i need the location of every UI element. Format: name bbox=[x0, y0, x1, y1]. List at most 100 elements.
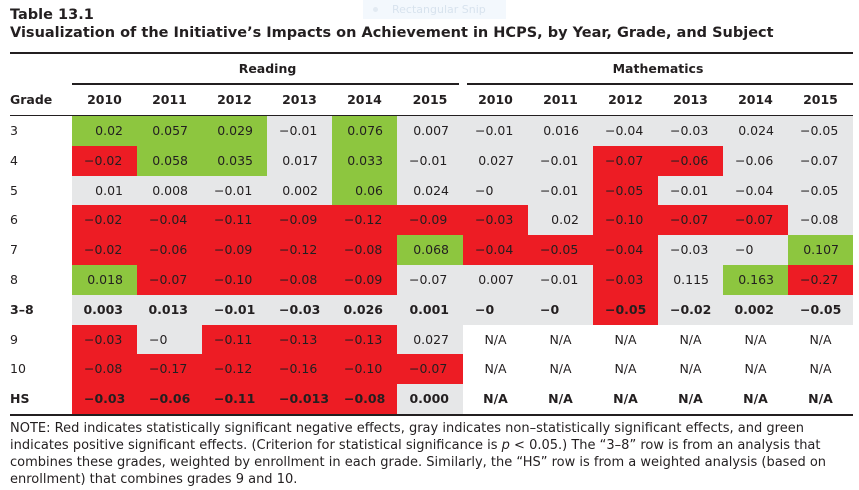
table-cell: 0.02 bbox=[72, 116, 137, 146]
table-cell: −0.06 bbox=[137, 235, 202, 265]
table-cell: −0.11 bbox=[202, 325, 267, 354]
note-text-1: NOTE: Red indicates statistically signif… bbox=[10, 421, 804, 453]
table-cell: −0 bbox=[723, 235, 788, 265]
table-cell: −0.07 bbox=[593, 146, 658, 176]
table-cell: −0.06 bbox=[137, 384, 202, 414]
table-cell: N/A bbox=[723, 354, 788, 384]
table-cell: −0.27 bbox=[788, 265, 853, 295]
table-cell: −0.07 bbox=[137, 265, 202, 295]
table-cell: −0.11 bbox=[202, 384, 267, 414]
table-cell: N/A bbox=[658, 384, 723, 414]
table-cell: −0.013 bbox=[267, 384, 332, 414]
note-p: p bbox=[501, 438, 510, 453]
table-cell: −0 bbox=[528, 295, 593, 325]
table-cell: −0.03 bbox=[463, 205, 528, 235]
table-cell: N/A bbox=[593, 354, 658, 384]
table-cell: −0.05 bbox=[528, 235, 593, 265]
table-cell: N/A bbox=[658, 354, 723, 384]
table-cell: −0.08 bbox=[267, 265, 332, 295]
table-cell: −0.01 bbox=[528, 146, 593, 176]
table-cell: −0.16 bbox=[267, 354, 332, 384]
table-cell: N/A bbox=[463, 384, 528, 414]
column-header: 2013 bbox=[673, 92, 708, 107]
table-cell: −0.07 bbox=[397, 265, 463, 295]
table-cell: 0.002 bbox=[723, 295, 788, 325]
table-cell: −0.05 bbox=[788, 295, 853, 325]
table-cell: −0.05 bbox=[788, 116, 853, 146]
table-cell: −0.01 bbox=[202, 295, 267, 325]
group-rule bbox=[72, 83, 459, 85]
table-cell: 0.001 bbox=[397, 295, 463, 325]
column-header: 2011 bbox=[543, 92, 578, 107]
table-cell: −0.01 bbox=[463, 116, 528, 146]
note-text-2: < 0.05.) The “3–8” row is from an analys… bbox=[10, 438, 827, 487]
snip-dot-icon bbox=[373, 7, 378, 12]
table-cell: −0.08 bbox=[332, 384, 397, 414]
column-header: 2015 bbox=[412, 92, 448, 107]
table-cell: 0.018 bbox=[72, 265, 137, 295]
table-cell: −0.07 bbox=[788, 146, 853, 176]
table-cell: −0.12 bbox=[332, 205, 397, 235]
column-header: 2013 bbox=[282, 92, 317, 107]
table-cell: −0.09 bbox=[332, 265, 397, 295]
table-cell: −0.02 bbox=[658, 295, 723, 325]
table-cell: −0.08 bbox=[332, 235, 397, 265]
row-label: 5 bbox=[10, 183, 18, 198]
table-cell: 0.026 bbox=[332, 295, 397, 325]
header-rule bbox=[10, 115, 853, 116]
table-title: Visualization of the Initiative’s Impact… bbox=[10, 25, 774, 41]
table-cell: 0.06 bbox=[332, 176, 397, 205]
table-cell: −0.10 bbox=[332, 354, 397, 384]
table-cell: N/A bbox=[788, 354, 853, 384]
table-cell: −0.03 bbox=[72, 384, 137, 414]
table-cell: −0.01 bbox=[397, 146, 463, 176]
table-cell: −0.03 bbox=[658, 116, 723, 146]
table-cell: 0.02 bbox=[528, 205, 593, 235]
table-cell: 0.033 bbox=[332, 146, 397, 176]
table-cell: 0.107 bbox=[788, 235, 853, 265]
row-label: 3–8 bbox=[10, 302, 34, 317]
table-cell: 0.068 bbox=[397, 235, 463, 265]
grade-header: Grade bbox=[10, 92, 53, 107]
table-cell: −0.03 bbox=[267, 295, 332, 325]
table-cell: −0.10 bbox=[593, 205, 658, 235]
table-cell: −0.04 bbox=[137, 205, 202, 235]
snip-label: Rectangular Snip bbox=[392, 3, 486, 16]
table-cell: −0.06 bbox=[723, 146, 788, 176]
table-cell: N/A bbox=[723, 384, 788, 414]
table-cell: −0.07 bbox=[658, 205, 723, 235]
table-cell: N/A bbox=[788, 325, 853, 354]
table-cell: 0.057 bbox=[137, 116, 202, 146]
column-header: 2010 bbox=[478, 92, 513, 107]
table-cell: −0.07 bbox=[397, 354, 463, 384]
column-header: 2014 bbox=[738, 92, 773, 107]
table-cell: 0.058 bbox=[137, 146, 202, 176]
table-cell: −0.02 bbox=[72, 146, 137, 176]
table-cell: 0.007 bbox=[397, 116, 463, 146]
table-cell: 0.024 bbox=[397, 176, 463, 205]
column-header: 2012 bbox=[608, 92, 643, 107]
table-cell: 0.076 bbox=[332, 116, 397, 146]
table-cell: 0.029 bbox=[202, 116, 267, 146]
table-cell: −0.01 bbox=[658, 176, 723, 205]
table-cell: −0.12 bbox=[202, 354, 267, 384]
table-cell: 0.016 bbox=[528, 116, 593, 146]
column-header: 2012 bbox=[217, 92, 252, 107]
table-cell: −0.01 bbox=[528, 176, 593, 205]
table-cell: 0.000 bbox=[397, 384, 463, 414]
table-cell: −0.01 bbox=[202, 176, 267, 205]
table-cell: −0.10 bbox=[202, 265, 267, 295]
row-label: 9 bbox=[10, 332, 18, 347]
table-cell: N/A bbox=[528, 354, 593, 384]
row-label: 8 bbox=[10, 272, 18, 287]
table-cell: −0.05 bbox=[593, 295, 658, 325]
table-cell: 0.002 bbox=[267, 176, 332, 205]
snip-tool-overlay: Rectangular Snip bbox=[363, 0, 506, 19]
table-cell: −0.01 bbox=[528, 265, 593, 295]
table-cell: 0.017 bbox=[267, 146, 332, 176]
table-cell: −0.09 bbox=[397, 205, 463, 235]
table-cell: −0.02 bbox=[72, 235, 137, 265]
table-cell: −0.04 bbox=[593, 235, 658, 265]
table-cell: −0.04 bbox=[723, 176, 788, 205]
table-cell: 0.013 bbox=[137, 295, 202, 325]
